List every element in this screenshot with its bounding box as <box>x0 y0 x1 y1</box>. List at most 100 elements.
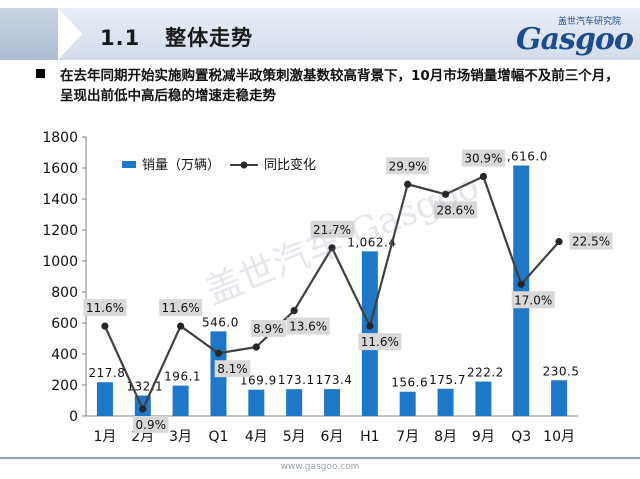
yoy-value-label: 30.9% <box>464 152 502 166</box>
yoy-label-box <box>132 416 169 434</box>
y-tick-label: 200 <box>51 378 78 394</box>
bar-value-label: 222.2 <box>467 366 504 380</box>
yoy-value-label: 21.7% <box>313 223 351 237</box>
yoy-point <box>404 180 412 188</box>
bullet-text: 在去年同期开始实施购置税减半政策刺激基数较高背景下，10月市场销量增幅不及前三个… <box>60 68 619 104</box>
section-title: 整体走势 <box>165 26 254 50</box>
y-tick-label: 0 <box>69 409 78 425</box>
x-tick-label: 3月 <box>169 429 192 445</box>
yoy-value-label: 11.6% <box>162 301 200 315</box>
bar-value-label: 546.0 <box>202 315 239 329</box>
bar-value-label: 173.4 <box>316 373 353 387</box>
yoy-point <box>139 405 147 413</box>
yoy-label-box <box>569 232 613 250</box>
x-tick-label: 1月 <box>93 429 116 445</box>
sales-bar <box>172 385 189 416</box>
bar-value-label: 175.7 <box>429 373 466 387</box>
yoy-value-label: 17.0% <box>514 293 552 307</box>
logo-text: Gasgoo <box>516 22 634 57</box>
slide-title: 1.1 整体走势 <box>100 22 253 52</box>
sales-bar <box>399 391 416 416</box>
bar-value-label: 217.8 <box>88 366 125 380</box>
yoy-label-box <box>286 317 330 335</box>
yoy-point <box>177 322 185 330</box>
yoy-label-box <box>511 291 555 309</box>
yoy-value-label: 11.6% <box>361 335 399 349</box>
footer-url: www.gasgoo.com <box>280 462 360 472</box>
yoy-point <box>366 322 374 330</box>
bar-value-label: 196.1 <box>164 370 201 384</box>
x-tick-label: 5月 <box>283 429 306 445</box>
yoy-label-box <box>159 299 203 317</box>
x-tick-label: 8月 <box>434 429 457 445</box>
footer-divider <box>0 457 640 459</box>
sales-bar <box>324 389 340 416</box>
y-tick-label: 1800 <box>42 130 78 146</box>
yoy-label-box <box>83 299 127 317</box>
header-chevron <box>58 8 82 60</box>
yoy-label-box <box>434 201 478 219</box>
yoy-label-box <box>358 333 402 351</box>
x-tick-label: 7月 <box>396 429 419 445</box>
yoy-value-label: 0.9% <box>136 418 167 432</box>
x-tick-label: 10月 <box>543 429 575 445</box>
yoy-point <box>517 280 525 288</box>
yoy-value-label: 11.6% <box>86 301 124 315</box>
header-accent <box>0 8 58 60</box>
yoy-value-label: 8.9% <box>253 322 284 336</box>
y-tick-label: 600 <box>51 316 78 332</box>
yoy-point <box>441 190 450 198</box>
sales-bar <box>551 380 568 416</box>
sales-bar <box>437 388 454 416</box>
yoy-point <box>214 349 223 357</box>
yoy-value-label: 8.1% <box>217 362 248 376</box>
sales-bar <box>475 381 492 416</box>
x-tick-label: 4月 <box>245 429 268 445</box>
yoy-value-label: 13.6% <box>289 320 327 334</box>
legend-bar-label: 销量（万辆） <box>142 158 220 173</box>
y-tick-label: 400 <box>51 347 78 363</box>
section-number: 1.1 <box>100 26 141 50</box>
sales-bar <box>286 389 303 416</box>
y-tick-label: 1400 <box>42 192 78 208</box>
yoy-value-label: 22.5% <box>572 235 610 249</box>
y-tick-label: 1600 <box>42 161 78 177</box>
yoy-point <box>252 343 260 351</box>
bar-value-label: 156.6 <box>391 376 428 390</box>
bullet-square-icon <box>36 69 45 78</box>
yoy-value-label: 28.6% <box>436 203 474 217</box>
y-tick-label: 800 <box>51 285 78 301</box>
y-tick-label: 1000 <box>42 254 78 270</box>
yoy-point <box>328 244 336 252</box>
x-tick-label: Q1 <box>208 429 228 445</box>
yoy-label-box <box>214 360 251 378</box>
bar-value-label: 1,062.4 <box>347 235 396 249</box>
yoy-value-label: 29.9% <box>389 159 427 173</box>
gasgoo-logo: 盖世汽车研究院 Gasgoo <box>516 12 636 58</box>
yoy-label-box <box>310 220 354 238</box>
legend-line-label: 同比变化 <box>264 157 316 173</box>
yoy-point <box>555 238 563 246</box>
x-tick-label: 9月 <box>472 429 495 445</box>
yoy-label-box <box>386 157 430 175</box>
bar-value-label: 230.5 <box>543 364 580 378</box>
y-tick-label: 1200 <box>42 223 78 239</box>
yoy-label-box <box>461 149 505 167</box>
yoy-point <box>290 307 298 315</box>
x-tick-label: 6月 <box>321 429 344 445</box>
header-band <box>0 8 640 60</box>
logo-cn-text: 盖世汽车研究院 <box>558 17 622 27</box>
slide-header: 1.1 整体走势 盖世汽车研究院 Gasgoo <box>0 0 640 64</box>
legend-bar-swatch <box>122 161 136 168</box>
sales-bar <box>96 382 113 416</box>
yoy-point <box>101 322 109 330</box>
x-tick-label: H1 <box>360 429 379 445</box>
bar-value-label: 1,616.0 <box>499 150 548 164</box>
sales-bar <box>513 165 530 416</box>
legend-line-marker <box>240 161 248 169</box>
yoy-point <box>479 172 487 181</box>
sales-bar <box>248 389 265 416</box>
bar-value-label: 173.1 <box>278 373 315 387</box>
yoy-label-box <box>250 320 287 338</box>
